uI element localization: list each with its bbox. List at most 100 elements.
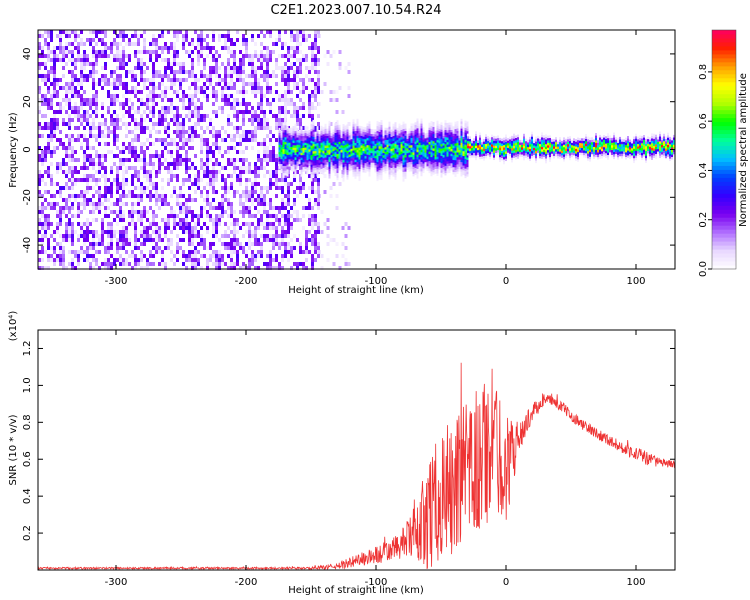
heatmap-cell [245,170,248,174]
heatmap-cell [334,130,337,134]
heatmap-cell [354,135,357,139]
heatmap-cell [336,144,339,147]
heatmap-cell [316,162,319,165]
heatmap-cell [368,164,371,167]
heatmap-cell [233,70,236,74]
heatmap-cell [272,222,275,226]
heatmap-cell [374,167,377,171]
heatmap-cell [47,30,50,34]
heatmap-cell [152,126,155,130]
heatmap-cell [284,160,287,164]
heatmap-cell [294,154,297,158]
heatmap-cell [98,234,101,238]
heatmap-cell [292,157,295,160]
heatmap-cell [194,234,197,238]
heatmap-cell [308,102,311,106]
heatmap-cell [452,159,455,163]
heatmap-cell [68,146,71,150]
heatmap-cell [161,150,164,154]
heatmap-cell [200,118,203,122]
heatmap-cell [400,158,403,162]
heatmap-cell [209,254,212,258]
heatmap-cell [266,210,269,214]
heatmap-cell [74,38,77,42]
heatmap-cell [206,158,209,162]
heatmap-cell [454,174,457,177]
heatmap-cell [284,158,287,162]
heatmap-cell [430,135,433,139]
heatmap-cell [272,154,275,158]
heatmap-cell [125,122,128,126]
heatmap-cell [92,258,95,262]
heatmap-cell [182,70,185,74]
heatmap-cell [284,250,287,254]
heatmap-cell [275,234,278,238]
heatmap-cell [324,131,327,134]
heatmap-cell [224,78,227,82]
heatmap-cell [342,124,345,127]
heatmap-cell [224,138,227,142]
heatmap-cell [137,238,140,242]
heatmap-cell [294,130,297,134]
heatmap-cell [275,178,278,182]
heatmap-cell [104,230,107,234]
heatmap-cell [245,182,248,186]
heatmap-cell [372,152,375,156]
heatmap-cell [158,70,161,74]
heatmap-cell [251,250,254,254]
heatmap-cell [414,170,417,173]
heatmap-cell [134,262,137,266]
heatmap-cell [224,182,227,186]
heatmap-cell [59,254,62,258]
heatmap-cell [342,152,345,156]
heatmap-cell [294,159,297,163]
heatmap-cell [50,182,53,186]
heatmap-cell [266,254,269,258]
heatmap-cell [306,128,309,132]
heatmap-cell [92,70,95,74]
heatmap-cell [221,198,224,202]
heatmap-cell [298,152,301,155]
heatmap-cell [131,102,134,106]
heatmap-cell [310,128,313,132]
heatmap-cell [269,250,272,254]
heatmap-cell [292,128,295,132]
heatmap-cell [41,150,44,154]
heatmap-cell [47,190,50,194]
heatmap-cell [221,258,224,262]
heatmap-cell [280,163,283,167]
heatmap-cell [420,135,423,139]
heatmap-cell [185,178,188,182]
heatmap-cell [134,118,137,122]
heatmap-cell [53,194,56,198]
heatmap-cell [314,82,317,86]
heatmap-cell [278,144,281,148]
heatmap-cell [107,178,110,182]
heatmap-cell [194,130,197,134]
heatmap-cell [158,262,161,266]
heatmap-cell [140,218,143,222]
heatmap-cell [286,142,289,146]
heatmap-cell [275,90,278,94]
heatmap-cell [203,86,206,90]
heatmap-cell [380,124,383,128]
heatmap-cell [119,186,122,190]
heatmap-cell [200,34,203,38]
heatmap-cell [362,136,365,140]
heatmap-cell [284,144,287,147]
heatmap-cell [89,174,92,178]
heatmap-cell [372,157,375,161]
heatmap-cell [161,138,164,142]
heatmap-cell [332,50,336,54]
heatmap-cell [122,66,125,70]
heatmap-cell [430,123,433,127]
heatmap-cell [140,130,143,134]
heatmap-cell [239,58,242,62]
heatmap-cell [125,202,128,206]
heatmap-cell [143,102,146,106]
heatmap-cell [346,162,349,166]
heatmap-cell [352,121,355,125]
heatmap-cell [290,62,293,66]
heatmap-cell [442,171,445,175]
heatmap-cell [182,118,185,122]
